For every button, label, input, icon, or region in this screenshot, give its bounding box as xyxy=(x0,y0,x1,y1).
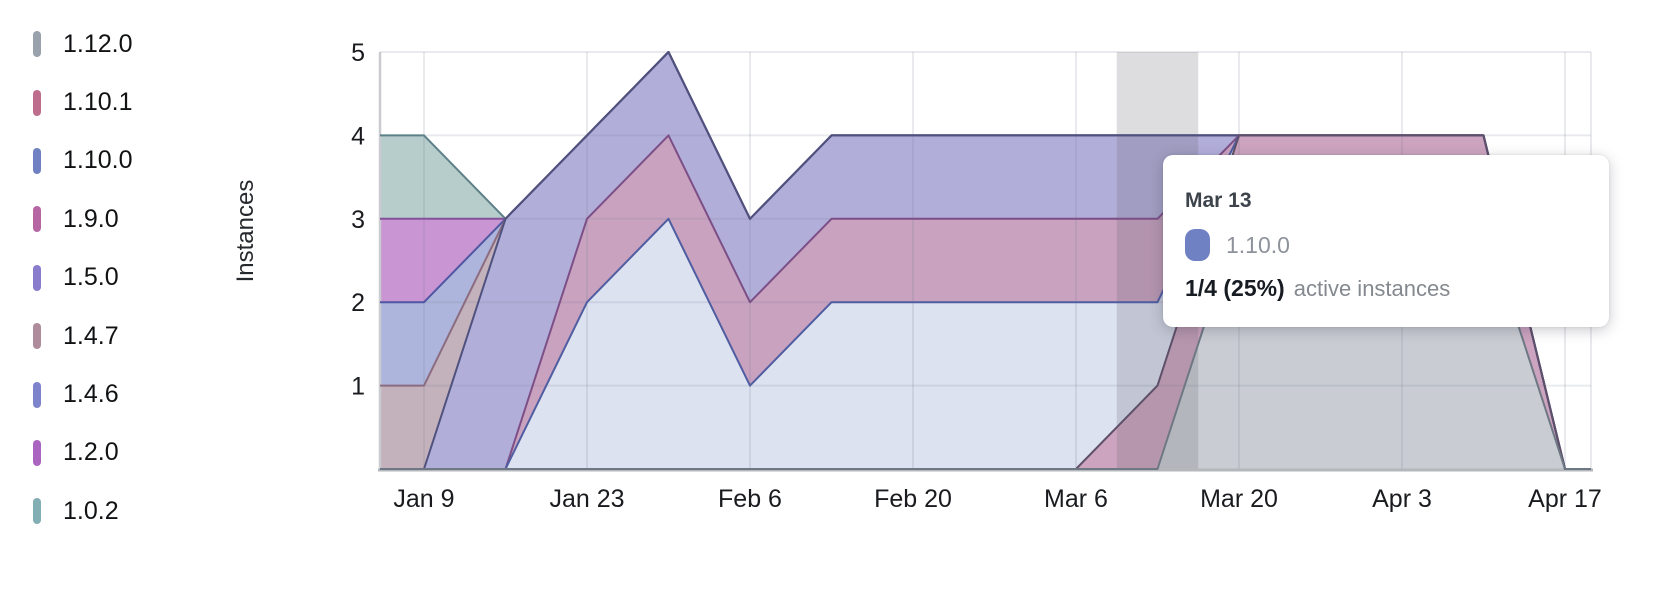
y-tick-label: 4 xyxy=(351,122,365,150)
legend-item-1.12.0[interactable]: 1.12.0 xyxy=(30,15,200,73)
legend-swatch-icon xyxy=(33,323,41,350)
legend-swatch-icon xyxy=(33,89,41,116)
legend-item-1.9.0[interactable]: 1.9.0 xyxy=(30,190,200,248)
legend-item-label: 1.10.0 xyxy=(63,146,133,175)
legend-item-1.4.7[interactable]: 1.4.7 xyxy=(30,307,200,365)
y-tick-label: 5 xyxy=(351,39,365,67)
tooltip-suffix: active instances xyxy=(1293,276,1451,302)
legend-swatch-icon xyxy=(33,498,41,525)
tooltip-series-row: 1.10.0 xyxy=(1185,229,1585,262)
x-tick-label: Jan 23 xyxy=(549,485,624,513)
legend-item-1.2.0[interactable]: 1.2.0 xyxy=(30,424,200,482)
x-tick-label: Mar 20 xyxy=(1200,485,1278,513)
y-tick-label: 3 xyxy=(351,206,365,234)
tooltip-date: Mar 13 xyxy=(1185,189,1252,212)
tooltip-series-label: 1.10.0 xyxy=(1226,231,1290,258)
legend-item-1.10.0[interactable]: 1.10.0 xyxy=(30,132,200,190)
series-color-swatch xyxy=(1185,229,1210,262)
x-tick-label: Jan 9 xyxy=(393,485,454,513)
tooltip-stats: 1/4 (25%) active instances xyxy=(1185,275,1585,302)
legend-item-1.5.0[interactable]: 1.5.0 xyxy=(30,249,200,307)
x-tick-label: Mar 6 xyxy=(1044,485,1108,513)
x-tick-label: Feb 6 xyxy=(718,485,782,513)
legend-swatch-icon xyxy=(33,206,41,233)
legend-item-label: 1.9.0 xyxy=(63,204,119,233)
legend-item-1.10.1[interactable]: 1.10.1 xyxy=(30,73,200,131)
legend-item-label: 1.5.0 xyxy=(63,263,119,292)
legend-swatch-icon xyxy=(33,264,41,291)
legend-item-label: 1.12.0 xyxy=(63,29,133,58)
legend-item-1.0.2[interactable]: 1.0.2 xyxy=(30,482,200,540)
legend-swatch-icon xyxy=(33,147,41,174)
legend-item-label: 1.4.6 xyxy=(63,380,119,409)
legend-swatch-icon xyxy=(33,439,41,466)
x-tick-label: Apr 3 xyxy=(1372,485,1432,513)
legend-item-label: 1.4.7 xyxy=(63,321,119,350)
x-axis-labels: Jan 9 Jan 23 Feb 6 Feb 20 Mar 6 Mar 20 Apr 3 Ap… xyxy=(393,485,1601,513)
legend-swatch-icon xyxy=(33,381,41,408)
legend-item-label: 1.2.0 xyxy=(63,438,119,467)
area-1.5.0 xyxy=(380,52,1591,469)
legend-item-label: 1.0.2 xyxy=(63,496,119,525)
y-tick-label: 1 xyxy=(351,373,365,401)
version-legend: 1.12.0 1.10.1 1.10.0 1.9.0 1.5.0 1.4.7 1.4.6 1.… xyxy=(30,15,200,541)
y-tick-label: 2 xyxy=(351,289,365,317)
legend-item-1.4.6[interactable]: 1.4.6 xyxy=(30,365,200,423)
tooltip-value: 1/4 (25%) xyxy=(1185,275,1285,302)
hover-tooltip: Mar 13 1.10.0 1/4 (25%) active instances xyxy=(1163,155,1609,327)
x-tick-label: Feb 20 xyxy=(874,485,952,513)
x-tick-label: Apr 17 xyxy=(1528,485,1602,513)
y-axis-labels: 1 2 3 4 5 xyxy=(351,39,365,401)
legend-item-label: 1.10.1 xyxy=(63,88,133,117)
legend-swatch-icon xyxy=(33,31,41,58)
